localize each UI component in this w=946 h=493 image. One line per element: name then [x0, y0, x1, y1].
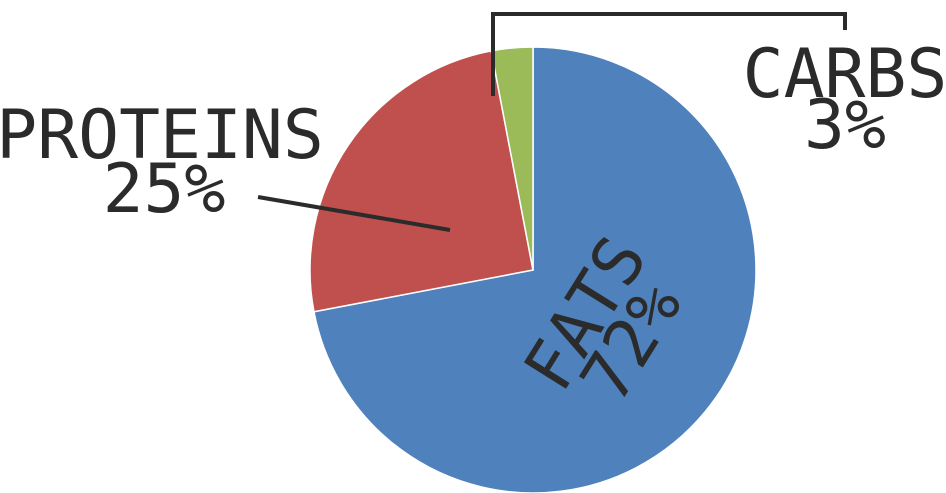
- carbs-leader-line: [491, 12, 847, 96]
- pie-slice-fats: [313, 46, 757, 493]
- proteins-leader-line: [257, 195, 451, 232]
- slice-label-carbs: CARBS: [743, 35, 946, 114]
- slice-label-proteins: PROTEINS: [0, 96, 324, 175]
- slice-value-proteins: 25%: [103, 150, 226, 229]
- slice-value-carbs: 3%: [804, 86, 886, 165]
- pie-slice-proteins: [309, 50, 534, 313]
